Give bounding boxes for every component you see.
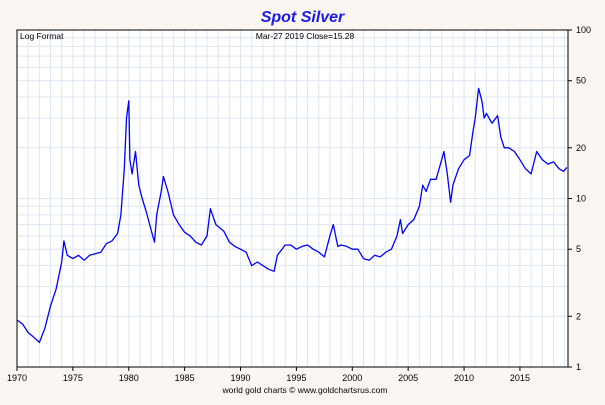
y-tick-label: 100 <box>576 25 591 35</box>
x-tick-label: 2010 <box>454 373 474 383</box>
log-format-label: Log Format <box>20 31 64 41</box>
y-tick-label: 2 <box>576 311 581 321</box>
y-tick-label: 50 <box>576 76 586 86</box>
x-tick-label: 1995 <box>286 373 306 383</box>
x-tick-label: 1980 <box>119 373 139 383</box>
x-tick-label: 2000 <box>342 373 362 383</box>
y-tick-label: 1 <box>576 362 581 372</box>
y-tick-label: 10 <box>576 194 586 204</box>
series-line <box>16 87 568 344</box>
close-annotation: Mar-27 2019 Close=15.28 <box>256 31 355 41</box>
x-tick-label: 1990 <box>231 373 251 383</box>
chart-title: Spot Silver <box>260 9 345 26</box>
x-tick-label: 1985 <box>175 373 195 383</box>
x-tick-label: 2005 <box>398 373 418 383</box>
x-tick-label: 2015 <box>510 373 530 383</box>
credit-label: world gold charts © www.goldchartsrus.co… <box>222 385 388 395</box>
y-tick-label: 20 <box>576 143 586 153</box>
y-tick-label: 5 <box>576 244 581 254</box>
x-tick-label: 1975 <box>63 373 83 383</box>
x-tick-label: 1970 <box>7 373 27 383</box>
